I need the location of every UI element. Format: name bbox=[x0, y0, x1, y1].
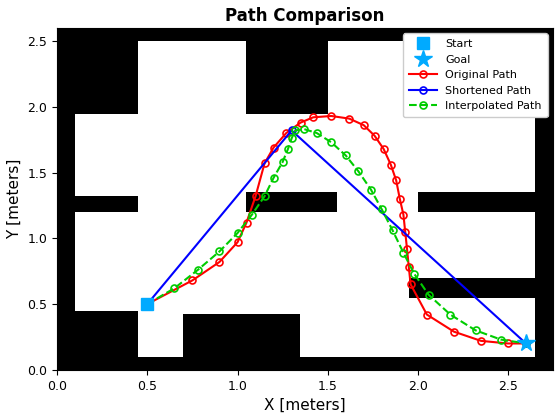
Shortened Path bbox=[288, 128, 295, 133]
Original Path bbox=[189, 278, 196, 283]
Interpolated Path bbox=[194, 267, 201, 272]
Legend: Start, Goal, Original Path, Shortened Path, Interpolated Path: Start, Goal, Original Path, Shortened Pa… bbox=[403, 34, 548, 117]
Interpolated Path bbox=[447, 312, 454, 317]
Original Path bbox=[478, 339, 484, 344]
Interpolated Path bbox=[301, 126, 307, 131]
Interpolated Path bbox=[497, 337, 504, 342]
Original Path bbox=[407, 282, 414, 287]
Original Path bbox=[261, 161, 268, 166]
Interpolated Path bbox=[144, 302, 151, 307]
X-axis label: X [meters]: X [meters] bbox=[264, 398, 346, 413]
Interpolated Path bbox=[284, 146, 291, 151]
Original Path bbox=[234, 240, 241, 245]
Y-axis label: Y [meters]: Y [meters] bbox=[7, 159, 22, 239]
Interpolated Path bbox=[249, 212, 255, 217]
Interpolated Path bbox=[522, 341, 529, 346]
Original Path bbox=[297, 120, 304, 125]
Original Path bbox=[371, 133, 378, 138]
Interpolated Path bbox=[342, 153, 349, 158]
Original Path bbox=[283, 131, 290, 136]
Original Path bbox=[396, 196, 403, 201]
Original Path bbox=[346, 116, 353, 121]
Original Path bbox=[216, 260, 223, 265]
Interpolated Path bbox=[389, 228, 396, 233]
Original Path bbox=[252, 194, 259, 199]
Original Path bbox=[505, 341, 511, 346]
Interpolated Path bbox=[216, 249, 223, 254]
Interpolated Path bbox=[270, 175, 277, 180]
Original Path bbox=[270, 145, 277, 150]
Interpolated Path bbox=[314, 131, 320, 136]
Original Path bbox=[451, 329, 458, 334]
Original Path bbox=[310, 115, 316, 120]
Interpolated Path bbox=[171, 286, 178, 291]
Original Path bbox=[423, 312, 430, 317]
Interpolated Path bbox=[234, 231, 241, 236]
Interpolated Path bbox=[355, 169, 362, 174]
Original Path bbox=[388, 162, 394, 167]
Interpolated Path bbox=[400, 250, 407, 255]
Interpolated Path bbox=[261, 194, 268, 199]
Interpolated Path bbox=[328, 140, 335, 145]
Original Path bbox=[393, 178, 399, 183]
Interpolated Path bbox=[279, 160, 286, 165]
Original Path bbox=[328, 113, 335, 118]
Interpolated Path bbox=[367, 187, 374, 192]
Original Path bbox=[404, 246, 410, 251]
Original Path bbox=[522, 341, 529, 346]
Shortened Path bbox=[144, 302, 151, 307]
Original Path bbox=[361, 123, 367, 128]
Original Path bbox=[405, 265, 412, 270]
Interpolated Path bbox=[425, 292, 432, 297]
Shortened Path bbox=[522, 341, 529, 346]
Interpolated Path bbox=[292, 128, 298, 133]
Line: Interpolated Path: Interpolated Path bbox=[144, 126, 530, 347]
Line: Shortened Path: Shortened Path bbox=[144, 127, 530, 347]
Original Path bbox=[380, 146, 387, 151]
Line: Original Path: Original Path bbox=[144, 113, 530, 347]
Original Path bbox=[400, 212, 407, 217]
Original Path bbox=[144, 302, 151, 307]
Interpolated Path bbox=[472, 328, 479, 333]
Interpolated Path bbox=[411, 271, 418, 276]
Original Path bbox=[243, 220, 250, 225]
Original Path bbox=[402, 229, 409, 234]
Interpolated Path bbox=[379, 207, 385, 212]
Title: Path Comparison: Path Comparison bbox=[226, 7, 385, 25]
Interpolated Path bbox=[288, 136, 295, 141]
